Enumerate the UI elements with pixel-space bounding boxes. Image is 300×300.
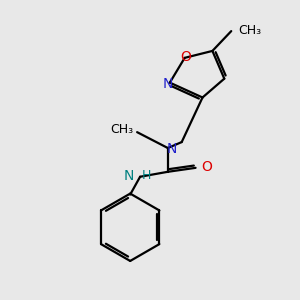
Text: O: O [202,160,212,174]
Text: N: N [124,169,134,183]
Text: N: N [167,142,177,156]
Text: N: N [163,76,173,91]
Text: CH₃: CH₃ [238,24,261,37]
Text: CH₃: CH₃ [110,123,133,136]
Text: H: H [142,169,152,182]
Text: O: O [180,50,191,64]
